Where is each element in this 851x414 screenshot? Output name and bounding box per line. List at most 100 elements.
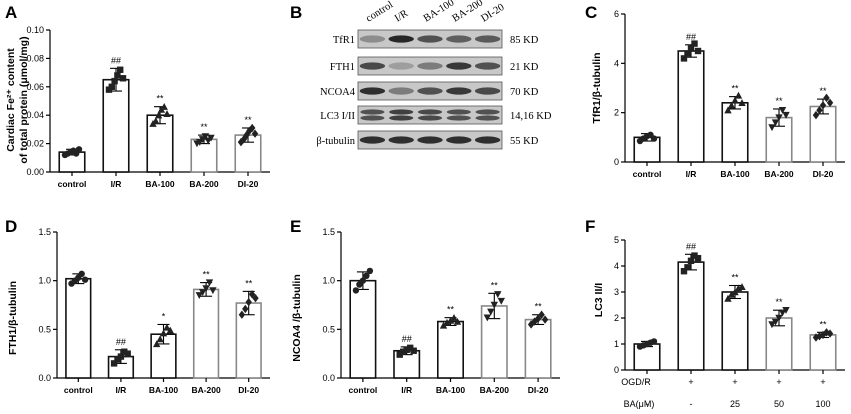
- panel-d-significance-label: ##: [116, 337, 126, 347]
- blot-band: [359, 62, 386, 70]
- panel-c-data-point: [823, 93, 830, 103]
- panel-e-data-point: [453, 317, 462, 325]
- panel-e-ytick-label: 0.0: [322, 373, 335, 383]
- panel-a-ytick-label: 0.10: [26, 25, 44, 35]
- panel-a-data-point: [119, 75, 127, 82]
- panel-e-data-point: [490, 301, 498, 309]
- panel-d-data-point: [117, 353, 125, 360]
- panel-f-condition-value: 50: [774, 399, 784, 409]
- panel-f-data-point: [778, 309, 787, 317]
- blot-band: [388, 87, 414, 95]
- panel-a-data-point: [246, 126, 253, 136]
- panel-a-ytick-label: 0.06: [26, 82, 44, 92]
- blot-band: [475, 109, 500, 115]
- panel-f-significance-label: ##: [686, 241, 696, 251]
- panel-a-ytick-label: 0.00: [26, 167, 44, 177]
- panel-f-ytick-label: 3: [614, 287, 619, 297]
- panel-c-data-point: [731, 96, 739, 104]
- panel-c-ylabel: TfR1/β-tubulin: [591, 52, 603, 123]
- panel-d-ytick-label: 0.0: [38, 373, 51, 383]
- panel-e-data-point: [541, 315, 549, 324]
- blot-size-label: 21 KD: [510, 62, 539, 73]
- blot-lane-label: I/R: [393, 8, 410, 24]
- panel-c-ytick-label: 4: [614, 58, 619, 68]
- panel-a-significance-label: ##: [111, 55, 121, 65]
- panel-c-category-label: BA-100: [720, 169, 750, 179]
- panel-e-data-point: [396, 351, 403, 358]
- panel-d-data-point: [202, 285, 210, 293]
- panel-d-data-point: [159, 329, 168, 337]
- blot-band: [359, 87, 386, 95]
- panel-c-data-point: [778, 107, 787, 114]
- panel-c-significance-label: ##: [686, 32, 696, 42]
- panel-f-data-point: [823, 328, 830, 337]
- panel-e-significance-label: **: [491, 280, 499, 290]
- blot-band: [474, 87, 501, 95]
- panel-a-data-point: [160, 102, 168, 110]
- panel-f-condition-value: 100: [815, 399, 830, 409]
- blot-band: [446, 109, 471, 115]
- blot-lane-label: BA-200: [451, 0, 486, 25]
- blot-band: [446, 136, 472, 144]
- blot-protein-label: LC3 I/II: [320, 111, 355, 122]
- panel-f-data-point: [826, 329, 834, 338]
- panel-c-data-point: [734, 91, 743, 99]
- panel-f-data-point: [782, 307, 790, 314]
- panel-f-data-point: [687, 257, 695, 264]
- panel-d-category-label: BA-100: [149, 385, 179, 395]
- panel-f-condition-value: +: [688, 377, 693, 387]
- panel-c-data-point: [687, 45, 695, 52]
- panel-f-condition-value: +: [820, 377, 825, 387]
- panel-d-data-point: [238, 310, 246, 319]
- panel-label-c: C: [585, 3, 597, 22]
- panel-d-data-point: [248, 290, 256, 299]
- panel-label-d: D: [5, 217, 17, 236]
- panel-a-data-point: [108, 83, 115, 90]
- panel-f-ytick-label: 1: [614, 339, 619, 349]
- panel-e-significance-label: **: [535, 302, 543, 312]
- panel-f-data-point: [694, 255, 702, 262]
- blot-band: [360, 115, 385, 121]
- panel-d-ytick-label: 1.5: [38, 227, 51, 237]
- panel-c-data-point: [680, 55, 688, 62]
- blot-band: [389, 115, 414, 121]
- panel-a-significance-label: **: [244, 115, 252, 125]
- panel-a-data-point: [111, 77, 118, 85]
- panel-e-data-point: [363, 272, 370, 279]
- panel-c-data-point: [826, 98, 834, 107]
- panel-a-data-point: [201, 133, 210, 141]
- blot-band: [359, 35, 386, 43]
- panel-c-data-point: [812, 110, 820, 120]
- panel-c-data-point: [775, 114, 783, 122]
- panel-f-data-point: [724, 294, 732, 302]
- panel-e-data-point: [410, 347, 417, 354]
- panel-c-data-point: [819, 101, 827, 110]
- panel-c-category-label: DI-20: [813, 169, 834, 179]
- panel-e-bar: [436, 320, 465, 379]
- panel-a-data-point: [154, 111, 163, 119]
- panel-a-category-label: DI-20: [238, 179, 259, 189]
- panel-e-category-label: control: [348, 385, 377, 395]
- panel-c-data-point: [727, 101, 736, 109]
- panel-a-data-point: [117, 66, 124, 73]
- panel-c-significance-label: **: [775, 96, 783, 106]
- panel-f-condition-value: -: [646, 399, 649, 409]
- panel-a-ytick-label: 0.04: [26, 110, 44, 120]
- panel-a-data-point: [114, 72, 121, 79]
- panel-c-data-point: [684, 50, 691, 57]
- panel-f-significance-label: **: [775, 297, 783, 307]
- panel-f-data-point: [680, 268, 688, 275]
- panel-f-data-point: [650, 338, 658, 345]
- panel-d-category-label: control: [64, 385, 93, 395]
- panel-d-data-point: [81, 276, 89, 283]
- panel-c-category-label: I/R: [686, 169, 697, 179]
- panel-f-data-point: [775, 314, 783, 322]
- panel-f-condition-label-0: OGD/R: [621, 377, 651, 387]
- panel-a-category-label: I/R: [111, 179, 122, 189]
- panel-f-significance-label: **: [731, 273, 739, 283]
- panel-d-data-point: [242, 304, 249, 314]
- panel-f-bar: [677, 261, 705, 371]
- panel-d-data-point: [245, 297, 252, 307]
- panel-e-data-point: [439, 321, 448, 329]
